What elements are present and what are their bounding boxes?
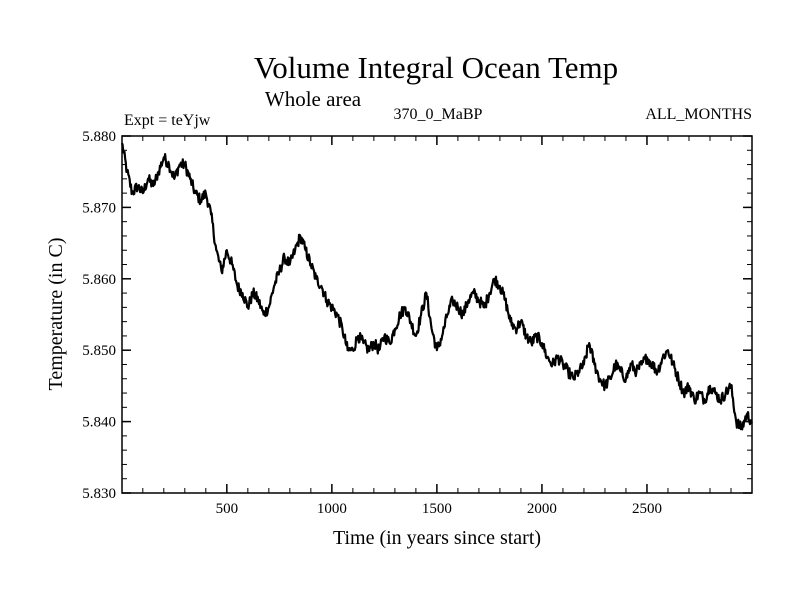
plot-frame: [121, 135, 753, 494]
months-label: ALL_MONTHS: [645, 106, 752, 123]
y-tick-label: 5.840: [82, 415, 116, 431]
x-tick-label: 500: [216, 501, 239, 517]
x-axis-ticks: 500 1000 1500 2000 2500: [142, 136, 732, 517]
chart-title: Volume Integral Ocean Temp: [254, 50, 618, 85]
y-tick-label: 5.870: [82, 200, 116, 216]
chart-subtitle: Whole area: [265, 87, 362, 111]
plot-area: 5.830 5.840 5.850 5.860 5.870 5.880 500 1000 15…: [82, 129, 753, 517]
x-axis-label: Time (in years since start): [333, 527, 541, 549]
x-tick-label: 2000: [527, 501, 557, 517]
y-tick-label: 5.860: [82, 272, 116, 288]
y-tick-label: 5.880: [82, 129, 116, 145]
x-tick-label: 1000: [317, 501, 347, 517]
temperature-series-line: [120, 142, 753, 431]
y-tick-label: 5.830: [82, 486, 116, 502]
x-tick-label: 1500: [422, 501, 452, 517]
x-tick-label: 2500: [632, 501, 662, 517]
y-tick-label: 5.850: [82, 343, 116, 359]
experiment-label: Expt = teYjw: [124, 112, 211, 129]
period-label: 370_0_MaBP: [394, 106, 483, 123]
y-axis-ticks: 5.830 5.840 5.850 5.860 5.870 5.880: [82, 129, 752, 502]
y-axis-label: Temperature (in C): [45, 238, 67, 391]
